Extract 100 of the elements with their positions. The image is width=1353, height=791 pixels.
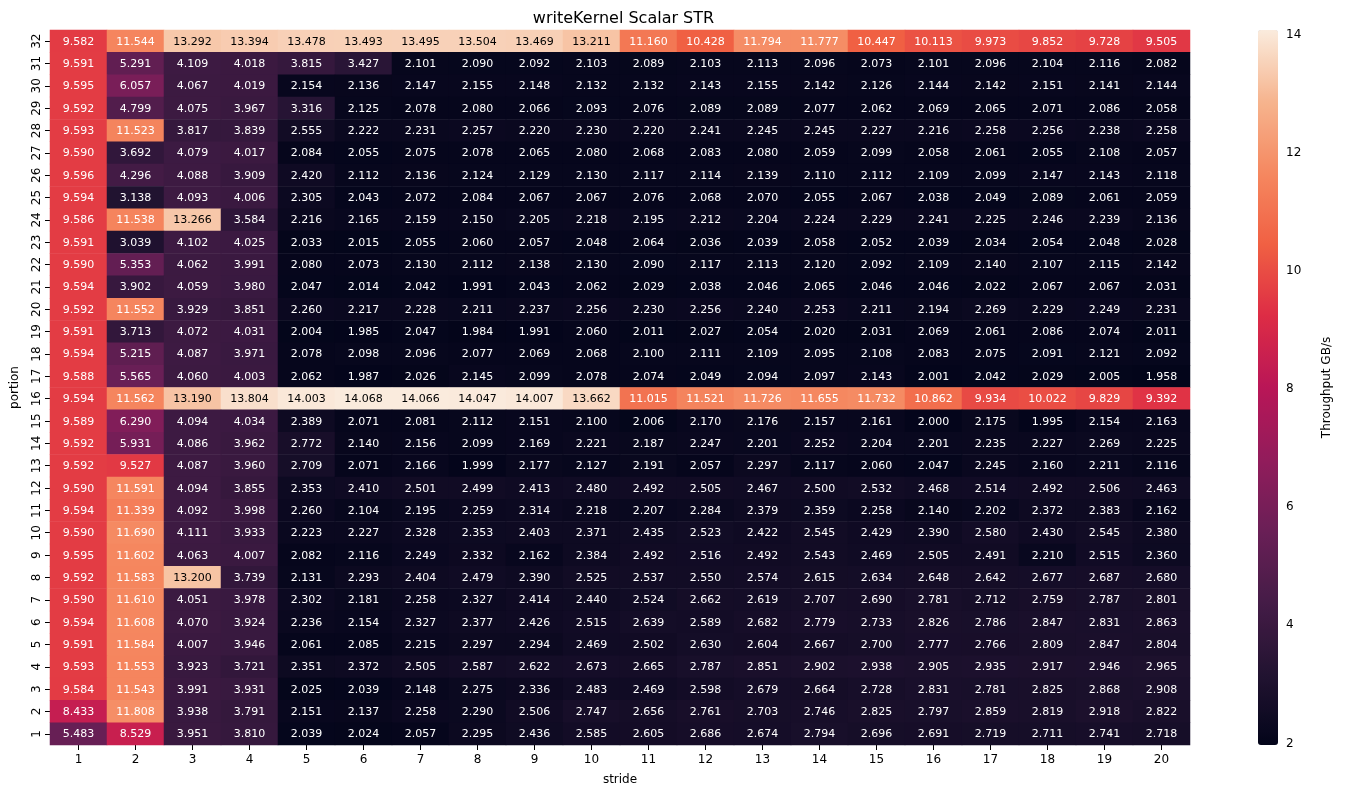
data-label: 3.713: [119, 325, 152, 339]
x-tick-label: 4: [245, 752, 254, 766]
data-label: 2.071: [347, 414, 380, 428]
data-label: 2.328: [404, 526, 437, 540]
data-label: 2.195: [632, 213, 665, 227]
data-label: 2.067: [860, 191, 893, 205]
data-label: 2.060: [461, 235, 494, 249]
data-label: 2.001: [917, 369, 950, 383]
data-label: 4.087: [176, 347, 209, 361]
data-label: 2.426: [518, 615, 551, 629]
data-label: 2.108: [860, 347, 893, 361]
data-label: 2.831: [1088, 615, 1121, 629]
data-label: 2.110: [803, 168, 836, 182]
data-label: 2.100: [575, 414, 608, 428]
data-label: 2.072: [404, 191, 437, 205]
data-label: 2.550: [689, 570, 722, 584]
data-label: 2.097: [803, 369, 836, 383]
data-label: 11.794: [743, 34, 782, 48]
data-label: 2.665: [632, 660, 665, 674]
data-label: 2.747: [575, 704, 608, 718]
data-label: 2.058: [917, 146, 950, 160]
data-label: 2.532: [860, 481, 893, 495]
data-label: 2.132: [632, 79, 665, 93]
x-tick-label: 6: [359, 752, 368, 766]
data-label: 2.042: [974, 369, 1007, 383]
data-label: 11.339: [116, 503, 155, 517]
data-label: 2.523: [689, 526, 722, 540]
y-tick-label: 26: [29, 167, 43, 183]
data-label: 2.238: [1088, 124, 1121, 138]
data-label: 2.078: [461, 146, 494, 160]
data-label: 2.545: [1088, 526, 1121, 540]
data-label: 2.851: [746, 660, 779, 674]
y-tick-label: 30: [29, 78, 43, 94]
data-label: 2.078: [290, 347, 323, 361]
data-label: 2.121: [1088, 347, 1121, 361]
data-label: 2.136: [1145, 213, 1178, 227]
data-label: 2.033: [290, 235, 323, 249]
data-label: 2.781: [974, 682, 1007, 696]
data-label: 1.991: [518, 325, 551, 339]
data-label: 3.427: [347, 57, 380, 71]
data-label: 2.605: [632, 727, 665, 741]
data-label: 9.590: [62, 146, 95, 160]
data-label: 2.038: [689, 280, 722, 294]
data-label: 2.258: [974, 124, 1007, 138]
data-label: 2.216: [290, 213, 323, 227]
data-label: 5.483: [62, 727, 95, 741]
data-label: 11.608: [116, 615, 155, 629]
y-tick-label: 13: [29, 458, 43, 474]
data-label: 2.630: [689, 637, 722, 651]
data-label: 2.043: [347, 191, 380, 205]
data-label: 2.073: [347, 258, 380, 272]
data-label: 2.237: [518, 302, 551, 316]
data-label: 2.082: [1145, 57, 1178, 71]
data-label: 2.104: [347, 503, 380, 517]
data-label: 2.114: [689, 168, 722, 182]
data-label: 9.582: [62, 34, 95, 48]
data-label: 2.249: [404, 548, 437, 562]
data-label: 2.619: [746, 593, 779, 607]
data-label: 2.029: [1031, 369, 1064, 383]
data-label: 9.527: [119, 459, 152, 473]
data-label: 2.095: [803, 347, 836, 361]
data-label: 9.590: [62, 526, 95, 540]
color-bar-label: 14: [1286, 27, 1302, 42]
data-label: 2.917: [1031, 660, 1064, 674]
data-label: 3.138: [119, 191, 152, 205]
data-label: 9.592: [62, 570, 95, 584]
data-label: 2.662: [689, 593, 722, 607]
data-label: 2.000: [917, 414, 950, 428]
data-label: 2.227: [1031, 436, 1064, 450]
data-label: 11.591: [116, 481, 155, 495]
data-label: 2.380: [1145, 526, 1178, 540]
data-label: 2.107: [1031, 258, 1064, 272]
data-label: 2.468: [917, 481, 950, 495]
data-label: 2.147: [404, 79, 437, 93]
data-label: 2.094: [746, 369, 779, 383]
data-label: 2.231: [1145, 302, 1178, 316]
data-label: 2.229: [860, 213, 893, 227]
data-label: 2.353: [461, 526, 494, 540]
data-label: 2.221: [575, 436, 608, 450]
data-label: 2.202: [974, 503, 1007, 517]
data-label: 2.297: [746, 459, 779, 473]
y-tick-label: 20: [29, 301, 43, 317]
y-tick-label: 4: [29, 662, 43, 671]
data-label: 2.054: [1031, 235, 1064, 249]
data-label: 2.057: [689, 459, 722, 473]
data-label: 2.634: [860, 570, 893, 584]
data-label: 2.217: [347, 302, 380, 316]
data-label: 2.140: [347, 436, 380, 450]
data-label: 2.384: [575, 548, 608, 562]
data-label: 1.985: [347, 325, 380, 339]
x-tick-label: 5: [302, 752, 311, 766]
data-label: 4.079: [176, 146, 209, 160]
data-label: 2.064: [632, 235, 665, 249]
data-label: 2.194: [917, 302, 950, 316]
data-label: 2.090: [461, 57, 494, 71]
data-label: 11.553: [116, 660, 155, 674]
data-label: 2.514: [974, 481, 1007, 495]
data-label: 2.467: [746, 481, 779, 495]
data-label: 6.290: [119, 414, 152, 428]
data-label: 2.067: [518, 191, 551, 205]
